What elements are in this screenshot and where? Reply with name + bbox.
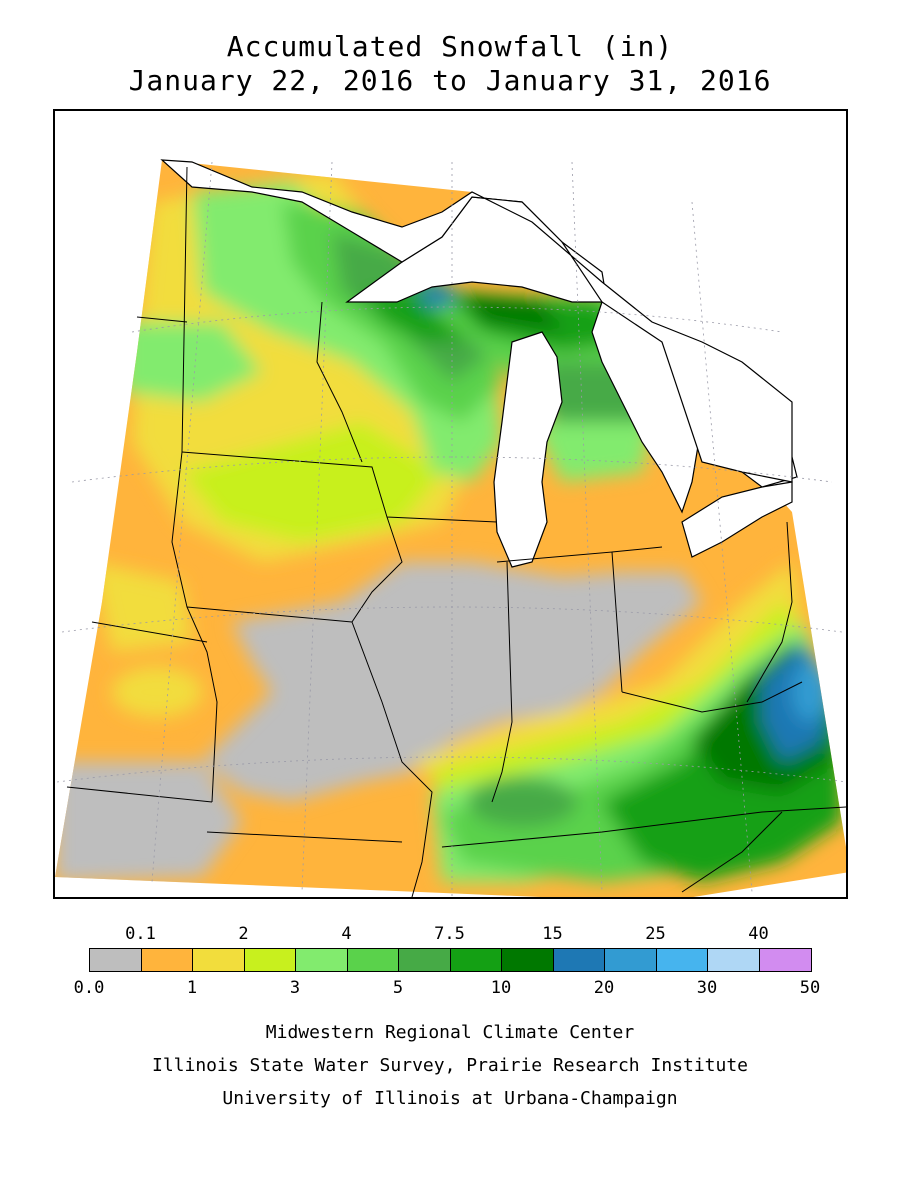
legend-swatch [553,949,605,971]
color-legend: 0.1 2 4 7.5 15 25 40 0.0 1 3 5 10 20 30 50 [73,924,821,998]
legend-swatch [296,949,348,971]
credit-uiuc: University of Illinois at Urbana-Champai… [222,1088,678,1109]
legend-swatch [141,949,193,971]
legend-swatch [656,949,708,971]
legend-top-label: 15 [542,924,563,944]
legend-bottom-label: 10 [490,978,512,998]
legend-top-label: 2 [238,924,249,944]
legend-bottom-label: 20 [593,978,615,998]
legend-swatch [605,949,657,971]
map-date-range: January 22, 2016 to January 31, 2016 [128,64,772,97]
legend-swatch [759,949,811,971]
legend-bottom-label: 1 [186,978,198,998]
legend-bottom-label: 50 [799,978,821,998]
snowfall-map [53,109,848,899]
lake-michigan [493,331,563,568]
legend-swatch [708,949,760,971]
legend-swatches [89,948,812,972]
legend-swatch [90,949,142,971]
legend-bottom-label: 30 [696,978,718,998]
legend-swatch [193,949,245,971]
credit-isws: Illinois State Water Survey, Prairie Res… [151,1055,749,1076]
graticule [56,161,846,897]
state-borders [66,166,846,897]
legend-top-label: 7.5 [434,924,465,944]
legend-top-label: 25 [645,924,666,944]
legend-swatch [450,949,502,971]
legend-bottom-label: 5 [392,978,404,998]
legend-top-label: 40 [748,924,769,944]
map-title: Accumulated Snowfall (in) [226,30,674,63]
credit-mrcc: Midwestern Regional Climate Center [265,1022,635,1043]
legend-swatch [347,949,399,971]
legend-swatch [244,949,296,971]
great-lakes [160,159,798,568]
legend-top-label: 0.1 [125,924,156,944]
canada-land [160,159,793,483]
lake-erie [681,481,793,558]
legend-bottom-label: 0.0 [73,978,105,998]
legend-top-label: 4 [341,924,352,944]
legend-swatch [399,949,451,971]
legend-swatch [502,949,554,971]
legend-bottom-label: 3 [289,978,301,998]
